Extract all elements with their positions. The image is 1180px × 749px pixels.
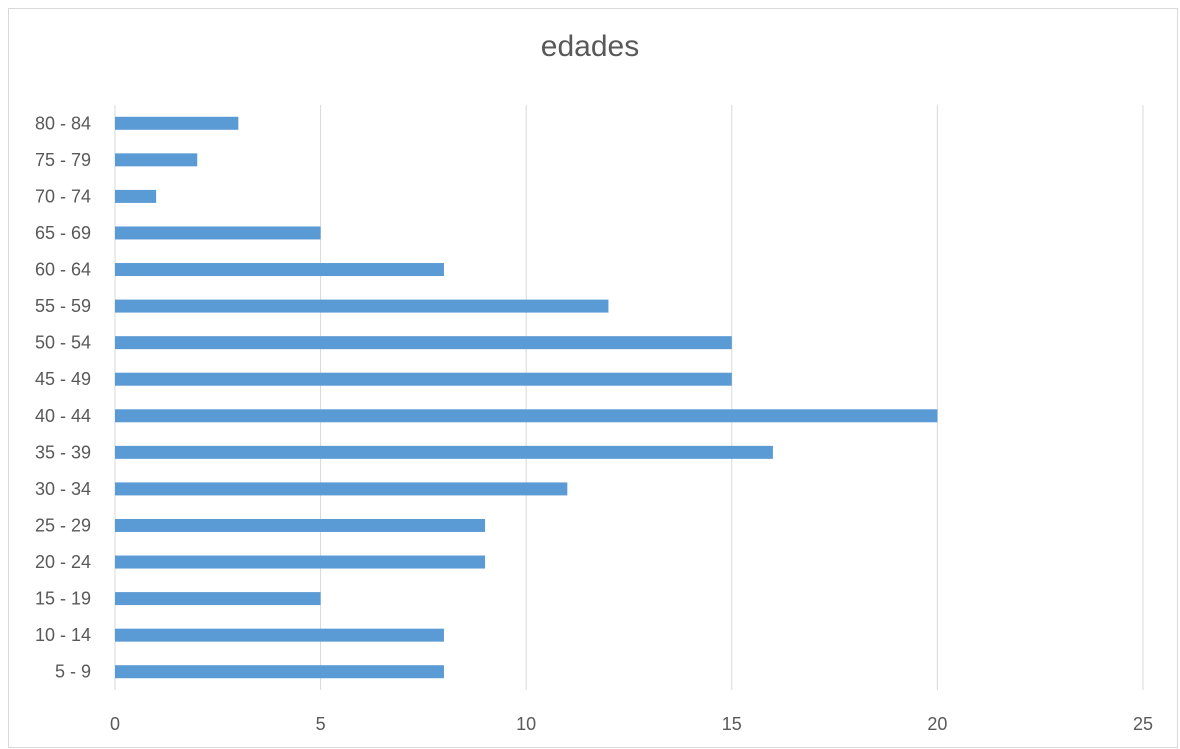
x-tick-label: 0	[110, 714, 120, 734]
x-tick-label: 25	[1133, 714, 1153, 734]
y-category-label: 55 - 59	[35, 296, 91, 316]
bar-60-64	[115, 263, 444, 277]
x-tick-label: 15	[722, 714, 742, 734]
x-tick-label: 5	[316, 714, 326, 734]
y-category-label: 45 - 49	[35, 369, 91, 389]
y-category-label: 10 - 14	[35, 625, 91, 645]
gridlines	[114, 105, 1144, 690]
bar-65-69	[115, 226, 321, 240]
y-category-label: 30 - 34	[35, 479, 91, 499]
x-tick-label: 20	[927, 714, 947, 734]
y-category-label: 70 - 74	[35, 186, 91, 206]
y-category-label: 25 - 29	[35, 515, 91, 535]
bars	[115, 116, 938, 679]
y-category-label: 65 - 69	[35, 223, 91, 243]
bar-80-84	[115, 116, 239, 130]
x-axis-tick-labels: 0 5 10 15 20 25	[110, 714, 1153, 734]
y-category-label: 50 - 54	[35, 333, 91, 353]
chart-title: edades	[540, 30, 640, 63]
bar-55-59	[115, 299, 609, 313]
y-category-label: 60 - 64	[35, 260, 91, 280]
bar-75-79	[115, 153, 198, 167]
bar-10-14	[115, 628, 444, 642]
y-category-label: 20 - 24	[35, 552, 91, 572]
y-category-label: 75 - 79	[35, 150, 91, 170]
bar-30-34	[115, 482, 568, 496]
bar-25-29	[115, 518, 486, 532]
y-category-label: 35 - 39	[35, 442, 91, 462]
y-axis-category-labels: 5 - 9 10 - 14 15 - 19 20 - 24 25 - 29 30 - 34…	[35, 113, 91, 681]
x-tick-label: 10	[516, 714, 536, 734]
bar-5-9	[115, 665, 444, 679]
y-category-label: 40 - 44	[35, 406, 91, 426]
bar-15-19	[115, 592, 321, 606]
bar-40-44	[115, 409, 938, 423]
bar-45-49	[115, 372, 732, 386]
bar-50-54	[115, 336, 732, 350]
y-category-label: 80 - 84	[35, 113, 91, 133]
bar-20-24	[115, 555, 486, 569]
y-category-label: 5 - 9	[55, 662, 91, 682]
y-category-label: 15 - 19	[35, 589, 91, 609]
bar-70-74	[115, 189, 157, 203]
bar-35-39	[115, 445, 773, 459]
